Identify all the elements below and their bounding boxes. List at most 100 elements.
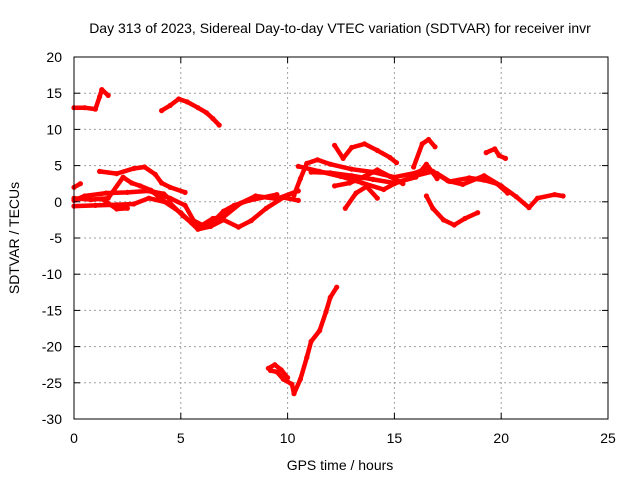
data-point [285,375,291,381]
series-track-16 [411,136,438,170]
x-tick-label: 15 [387,430,403,446]
data-point [99,87,105,93]
data-point [280,194,286,201]
data-point [103,190,109,196]
y-tick-label: 20 [46,49,62,65]
data-point [434,176,440,182]
series-track-14 [332,141,400,166]
data-point [552,192,558,198]
data-point [131,201,137,207]
y-tick-label: -25 [42,375,62,391]
x-tick-label: 25 [600,430,616,446]
series-track-2 [159,96,222,128]
x-tick-label: 10 [280,430,296,446]
series-track-17 [423,193,481,228]
data-point [332,183,338,189]
data-point [361,173,368,180]
data-point [92,202,98,208]
data-point [291,391,297,397]
data-point [323,309,329,315]
data-point [381,186,387,193]
series-track-18 [483,146,509,161]
data-point [289,381,295,387]
x-axis-label: GPS time / hours [287,457,394,473]
data-point [146,195,152,201]
data-point [374,147,380,153]
data-point [167,102,173,109]
data-series [71,87,566,397]
data-point [423,161,429,167]
series-line [343,184,380,211]
y-tick-label: 5 [54,158,62,174]
x-tick-label: 0 [70,430,78,446]
data-point [129,180,135,186]
data-point [334,284,340,290]
data-point [451,222,457,228]
data-point [280,376,286,382]
data-point [195,105,201,111]
data-point [210,115,216,122]
data-point [246,197,252,203]
data-point [105,195,111,201]
data-point [184,99,190,105]
data-point [502,155,509,161]
data-point [167,197,173,203]
y-tick-label: -30 [42,411,62,427]
series-line [71,87,111,112]
data-point [176,96,182,102]
data-point [114,171,120,177]
data-point [498,183,504,189]
data-point [387,155,393,161]
data-point [361,141,368,147]
data-point [349,173,355,179]
data-point [159,108,165,114]
data-point [167,184,173,190]
data-point [248,218,254,224]
y-tick-label: 0 [54,194,62,210]
data-point [178,210,184,216]
data-point [161,191,167,197]
data-point [291,192,297,198]
data-point [159,180,165,186]
data-point [534,195,541,201]
data-point [364,184,370,190]
data-point [492,146,498,152]
series-line [483,146,508,161]
y-axis-label: SDTVAR / TECUs [6,182,22,294]
data-point [141,164,148,170]
series-line [268,284,339,396]
data-point [483,150,489,156]
data-point [304,354,310,361]
data-point [82,105,88,111]
data-point [526,205,532,211]
data-point [278,367,284,373]
data-point [430,205,436,211]
data-point [120,174,126,180]
series-track-20 [265,362,291,381]
data-point [92,106,98,112]
series-track-13 [332,167,406,189]
data-point [445,178,451,184]
data-point [353,190,359,196]
data-point [419,141,425,147]
data-point [137,183,143,189]
data-point [349,166,355,172]
y-tick-label: -20 [42,339,62,355]
data-point [231,202,237,208]
data-point [272,362,278,368]
data-point [393,160,400,166]
axis-ticks: 0 5 10 15 20 25 -30 -25 -20 -15 -10 -5 0 5 10 15 20 [42,49,616,446]
data-point [220,208,227,214]
x-tick-label: 20 [493,430,509,446]
y-tick-label: 10 [46,121,62,137]
data-point [440,217,447,223]
data-point [220,217,227,223]
data-point [274,192,280,198]
data-point [374,195,380,201]
data-point [387,173,393,180]
x-tick-label: 5 [177,430,185,446]
data-point [327,170,333,176]
series-track-9 [150,189,173,203]
series-track-7 [71,174,301,232]
data-point [97,168,103,174]
